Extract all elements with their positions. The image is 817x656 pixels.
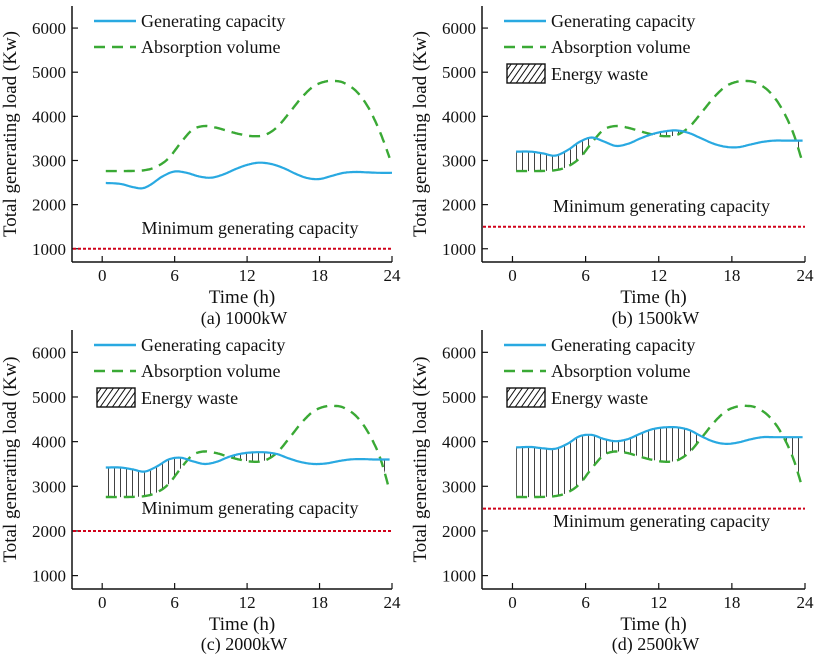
y-axis-label: Total generating load (Kw): [410, 356, 431, 562]
y-tick-label: 1000: [32, 240, 66, 259]
generating-capacity-line: [515, 129, 803, 157]
x-tick-label: 18: [311, 266, 328, 285]
legend: Generating capacity Absorption volume Ener…: [94, 335, 285, 408]
energy-waste-area: [105, 457, 188, 498]
x-tick-label: 24: [384, 266, 402, 285]
panel-caption: (a) 1000kW: [201, 308, 287, 329]
x-tick-label: 12: [239, 593, 256, 612]
x-tick-label: 24: [797, 266, 815, 285]
x-tick-label: 6: [170, 593, 179, 612]
minimum-capacity-label: Minimum generating capacity: [553, 511, 770, 531]
panel-caption: (d) 2500kW: [612, 634, 699, 655]
generating-capacity-line: [105, 161, 392, 190]
legend-label: Energy waste: [551, 388, 648, 408]
y-tick-label: 3000: [32, 151, 66, 170]
legend-label: Generating capacity: [141, 335, 285, 355]
y-tick-label: 2000: [442, 196, 476, 215]
x-tick-label: 6: [581, 266, 590, 285]
x-axis-label: Time (h): [209, 614, 275, 635]
y-tick-label: 3000: [32, 477, 66, 496]
y-tick-label: 1000: [442, 240, 476, 259]
y-tick-label: 4000: [442, 433, 476, 452]
generating-capacity-line: [516, 426, 803, 451]
y-tick-label: 2000: [442, 522, 476, 541]
x-tick-label: 0: [508, 593, 517, 612]
legend: Generating capacity Absorption volume Ener…: [504, 335, 695, 408]
x-tick-label: 18: [723, 593, 740, 612]
legend-label: Generating capacity: [551, 11, 695, 31]
x-tick-label: 6: [170, 266, 179, 285]
absorption-volume-line: [516, 404, 804, 499]
legend: Generating capacity Absorption volume: [94, 11, 285, 57]
y-tick-label: 6000: [442, 19, 476, 38]
energy-waste-area: [516, 427, 703, 498]
panel-4: 1000 2000 3000 4000 5000 6000 0 6 12 18 24 Time (h)…: [410, 330, 814, 655]
x-tick-label: 12: [650, 266, 667, 285]
y-tick-label: 5000: [32, 63, 66, 82]
y-tick-label: 1000: [32, 567, 66, 586]
panel-2: 1000 2000 3000 4000 5000 6000 0 6 12 18 24 Time (h)…: [410, 6, 814, 329]
generating-capacity-line: [105, 451, 390, 473]
legend-swatch-energy-waste: [506, 387, 546, 408]
x-tick-label: 18: [311, 593, 328, 612]
minimum-capacity-label: Minimum generating capacity: [142, 218, 359, 238]
y-axis-label: Total generating load (Kw): [0, 31, 21, 237]
y-tick-label: 3000: [442, 477, 476, 496]
x-axis-label: Time (h): [620, 614, 686, 635]
panel-3: 1000 2000 3000 4000 5000 6000 0 6 12 18 24 Time (h)…: [0, 330, 401, 655]
y-tick-label: 5000: [442, 63, 476, 82]
minimum-capacity-label: Minimum generating capacity: [553, 196, 770, 216]
x-tick-label: 18: [723, 266, 740, 285]
legend-label: Energy waste: [551, 64, 648, 84]
x-tick-label: 24: [797, 593, 815, 612]
y-tick-label: 6000: [442, 343, 476, 362]
y-axis-label: Total generating load (Kw): [410, 31, 431, 237]
x-axis-label: Time (h): [209, 287, 275, 308]
x-tick-label: 6: [581, 593, 590, 612]
panel-caption: (c) 2000kW: [201, 634, 287, 655]
legend-swatch-energy-waste: [506, 63, 546, 84]
x-axis-label: Time (h): [620, 287, 686, 308]
y-tick-label: 2000: [32, 522, 66, 541]
energy-waste-area: [783, 437, 803, 489]
absorption-volume-line: [105, 404, 391, 499]
x-tick-label: 24: [384, 593, 402, 612]
legend-label: Absorption volume: [141, 361, 281, 381]
legend: Generating capacity Absorption volume Ener…: [504, 11, 695, 84]
y-tick-label: 6000: [32, 343, 66, 362]
x-tick-label: 0: [508, 266, 517, 285]
legend-swatch-energy-waste: [96, 387, 136, 408]
y-tick-label: 5000: [442, 388, 476, 407]
x-tick-label: 0: [98, 593, 107, 612]
x-tick-label: 12: [239, 266, 256, 285]
legend-label: Absorption volume: [141, 37, 281, 57]
minimum-capacity-label: Minimum generating capacity: [142, 498, 359, 518]
panel-caption: (b) 1500kW: [612, 308, 699, 329]
y-tick-label: 6000: [32, 19, 66, 38]
y-tick-label: 1000: [442, 567, 476, 586]
y-tick-label: 4000: [442, 107, 476, 126]
y-tick-label: 4000: [32, 433, 66, 452]
y-tick-label: 2000: [32, 196, 66, 215]
legend-label: Generating capacity: [141, 11, 285, 31]
panel-1: 1000 2000 3000 4000 5000 6000 0 6 12 18 24 Time (h)…: [0, 6, 401, 329]
x-tick-label: 0: [98, 266, 107, 285]
legend-label: Energy waste: [141, 388, 238, 408]
x-tick-label: 12: [650, 593, 667, 612]
y-axis-label: Total generating load (Kw): [0, 356, 21, 562]
y-tick-label: 4000: [32, 107, 66, 126]
legend-label: Absorption volume: [551, 361, 691, 381]
energy-waste-area: [381, 459, 390, 491]
absorption-volume-line: [105, 79, 391, 173]
legend-label: Absorption volume: [551, 37, 691, 57]
legend-label: Generating capacity: [551, 335, 695, 355]
absorption-volume-line: [516, 79, 804, 173]
y-tick-label: 5000: [32, 388, 66, 407]
y-tick-label: 3000: [442, 151, 476, 170]
